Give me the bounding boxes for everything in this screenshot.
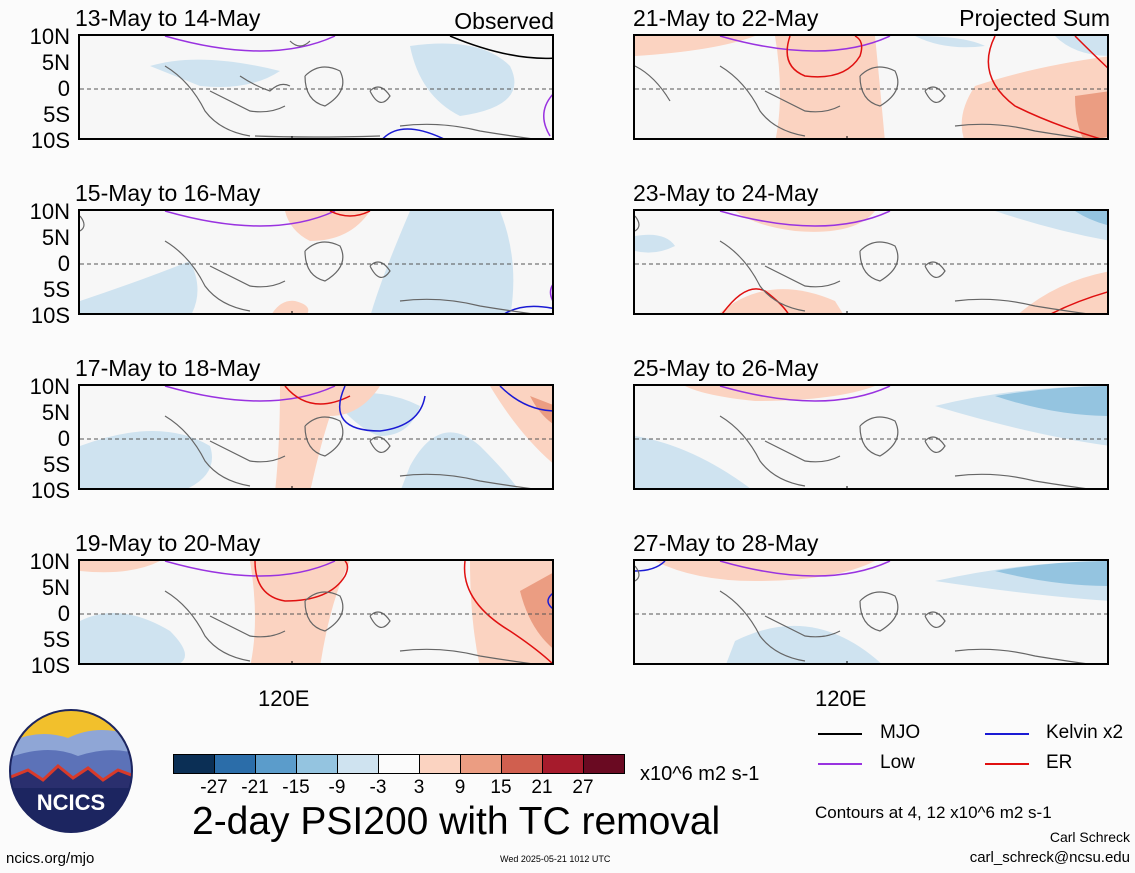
- colorbar: [173, 754, 625, 774]
- legend-label: Kelvin x2: [1046, 722, 1124, 743]
- colorbar-swatch: [256, 755, 297, 773]
- email: carl_schreck@ncsu.edu: [969, 849, 1130, 866]
- timestamp: Wed 2025-05-21 1012 UTC: [500, 854, 611, 864]
- panel-title: 21-May to 22-May: [633, 5, 819, 31]
- colorbar-tick: -27: [200, 777, 228, 798]
- colorbar-swatch: [584, 755, 624, 773]
- legend-label: ER: [1046, 752, 1073, 773]
- projected-label: Projected Sum: [959, 5, 1110, 31]
- colorbar-tick: 15: [490, 777, 512, 798]
- lat-label: 10N: [29, 24, 70, 49]
- legend-label: Low: [880, 752, 915, 773]
- map-panel: [78, 34, 554, 140]
- lat-label: 0: [57, 426, 70, 451]
- colorbar-tick: 21: [531, 777, 553, 798]
- legend-swatch-kelvin: [985, 733, 1029, 735]
- lat-label: 10S: [30, 303, 70, 328]
- colorbar-swatch: [215, 755, 256, 773]
- map-panel: [78, 384, 554, 490]
- panel-title: 15-May to 16-May: [75, 180, 261, 206]
- contour-note: Contours at 4, 12 x10^6 m2 s-1: [815, 803, 1052, 822]
- lat-label: 10S: [30, 128, 70, 153]
- author: Carl Schreck: [1049, 829, 1130, 845]
- lat-label: 10N: [29, 374, 70, 399]
- map-panel: [78, 209, 554, 315]
- colorbar-tick: 9: [454, 777, 466, 798]
- ncics-logo: NCICS: [8, 708, 134, 834]
- panel-title: 13-May to 14-May: [75, 5, 261, 31]
- observed-label: Observed: [454, 8, 554, 34]
- colorbar-units: x10^6 m2 s-1: [640, 763, 760, 785]
- map-panel: [633, 559, 1109, 665]
- colorbar-tick: -15: [282, 777, 310, 798]
- panel-title: 19-May to 20-May: [75, 530, 261, 556]
- lat-label: 10N: [29, 549, 70, 574]
- lat-label: 0: [57, 251, 70, 276]
- colorbar-swatch: [338, 755, 379, 773]
- lat-label: 5N: [41, 50, 70, 75]
- legend-swatch-low: [818, 763, 862, 765]
- lat-label: 5S: [43, 277, 70, 302]
- colorbar-swatch: [543, 755, 584, 773]
- site-link[interactable]: ncics.org/mjo: [6, 850, 95, 867]
- colorbar-tick: -3: [369, 777, 387, 798]
- colorbar-swatch: [502, 755, 543, 773]
- lat-label: 5N: [41, 400, 70, 425]
- lat-label: 10S: [30, 653, 70, 678]
- lat-label: 5N: [41, 225, 70, 250]
- lat-label: 10S: [30, 478, 70, 503]
- legend-swatch-er: [985, 763, 1029, 765]
- map-panel: [633, 384, 1109, 490]
- colorbar-swatch: [174, 755, 215, 773]
- lat-label: 0: [57, 601, 70, 626]
- lat-label: 5S: [43, 627, 70, 652]
- colorbar-tick: -9: [328, 777, 346, 798]
- lon-label: 120E: [258, 686, 310, 711]
- colorbar-swatch: [461, 755, 502, 773]
- lat-label: 5S: [43, 102, 70, 127]
- main-title: 2-day PSI200 with TC removal: [192, 800, 721, 843]
- lat-label: 5S: [43, 452, 70, 477]
- lat-label: 10N: [29, 199, 70, 224]
- colorbar-tick: 3: [413, 777, 425, 798]
- lat-label: 5N: [41, 575, 70, 600]
- lat-label: 0: [57, 76, 70, 101]
- logo-text: NCICS: [37, 790, 105, 815]
- colorbar-swatch: [379, 755, 420, 773]
- map-panel: [633, 34, 1109, 140]
- legend-label: MJO: [880, 722, 921, 743]
- legend-swatch-mjo: [818, 733, 862, 735]
- colorbar-tick: -21: [241, 777, 269, 798]
- colorbar-tick: 27: [572, 777, 594, 798]
- map-panel: [633, 209, 1109, 315]
- panel-title: 17-May to 18-May: [75, 355, 261, 381]
- panel-title: 27-May to 28-May: [633, 530, 819, 556]
- colorbar-swatch: [420, 755, 461, 773]
- panel-title: 23-May to 24-May: [633, 180, 819, 206]
- map-panel: [78, 559, 554, 665]
- panel-title: 25-May to 26-May: [633, 355, 819, 381]
- colorbar-swatch: [297, 755, 338, 773]
- lon-label: 120E: [815, 686, 867, 711]
